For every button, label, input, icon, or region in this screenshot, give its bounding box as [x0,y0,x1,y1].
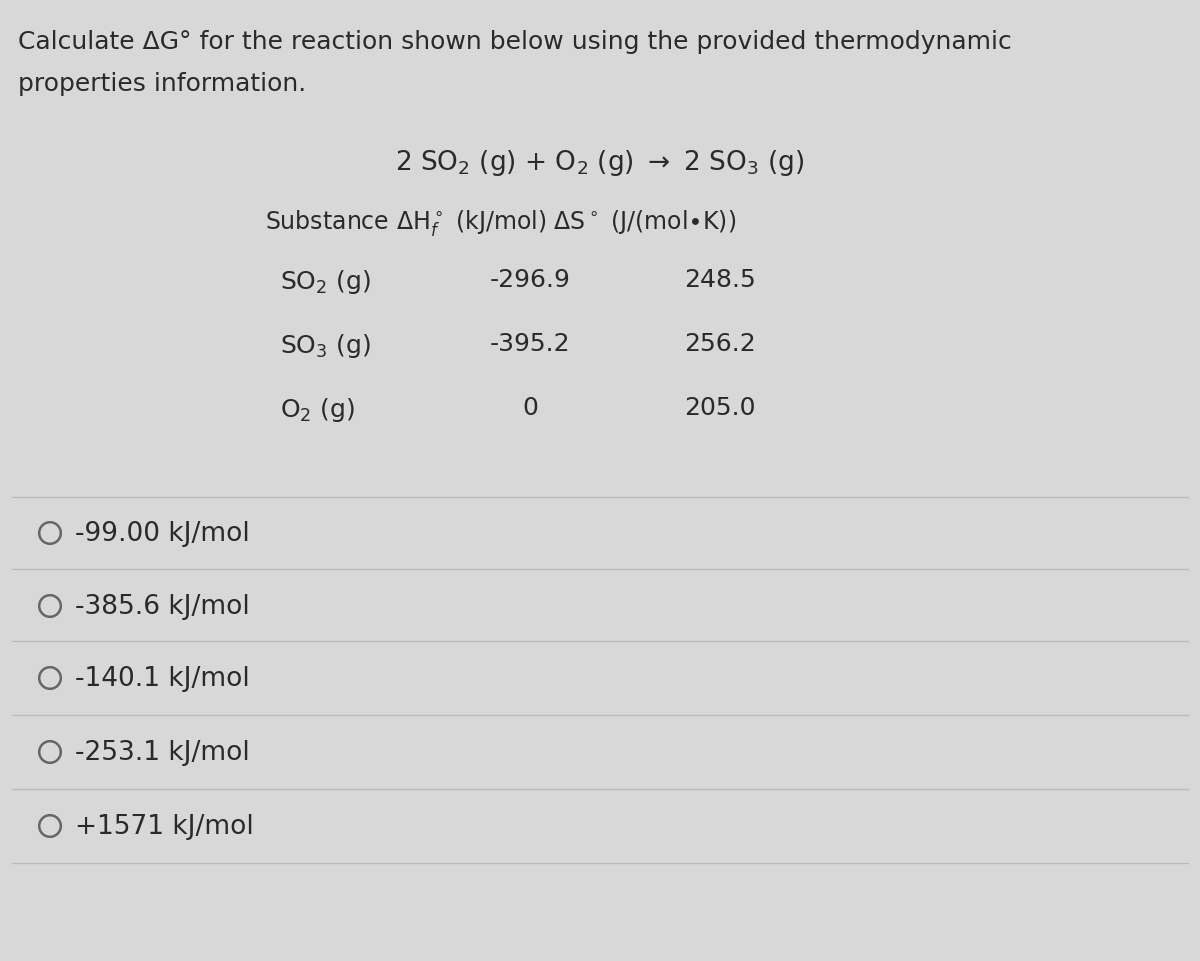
Text: -395.2: -395.2 [490,332,570,356]
Text: 248.5: 248.5 [684,268,756,292]
Text: +1571 kJ/mol: +1571 kJ/mol [74,813,253,839]
Text: SO$_2$ (g): SO$_2$ (g) [280,268,371,296]
Text: Calculate ΔG° for the reaction shown below using the provided thermodynamic: Calculate ΔG° for the reaction shown bel… [18,30,1012,54]
Text: -140.1 kJ/mol: -140.1 kJ/mol [74,665,250,691]
Text: -296.9: -296.9 [490,268,570,292]
Text: -99.00 kJ/mol: -99.00 kJ/mol [74,521,250,547]
Text: 0: 0 [522,396,538,420]
Text: properties information.: properties information. [18,72,306,96]
Text: Substance $\Delta$H$^\circ_f$ (kJ/mol) $\Delta$S$^\circ$ (J/(mol$\bullet$K)): Substance $\Delta$H$^\circ_f$ (kJ/mol) $… [265,208,736,237]
Text: 205.0: 205.0 [684,396,756,420]
Text: SO$_3$ (g): SO$_3$ (g) [280,332,371,359]
Text: -385.6 kJ/mol: -385.6 kJ/mol [74,593,250,619]
Text: 256.2: 256.2 [684,332,756,356]
Text: -253.1 kJ/mol: -253.1 kJ/mol [74,739,250,765]
Text: 2 SO$_2$ (g) + O$_2$ (g) $\rightarrow$ 2 SO$_3$ (g): 2 SO$_2$ (g) + O$_2$ (g) $\rightarrow$ 2… [395,148,805,178]
Text: O$_2$ (g): O$_2$ (g) [280,396,355,424]
